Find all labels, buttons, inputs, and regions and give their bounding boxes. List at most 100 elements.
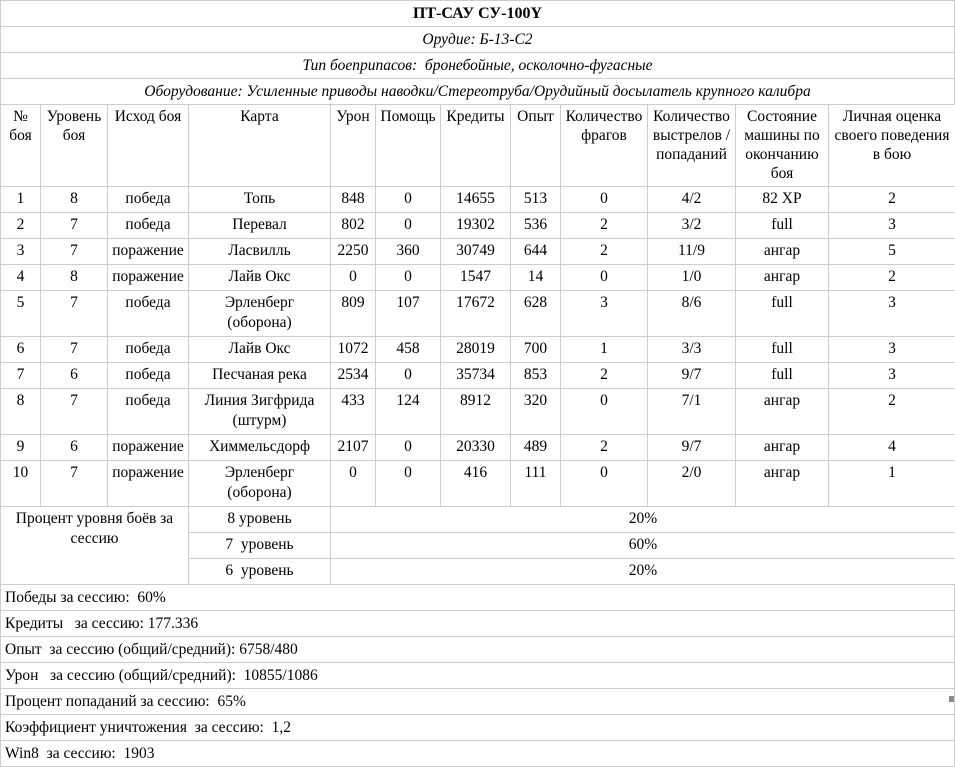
table-cell: 82 ХР [736,187,829,213]
table-cell: 0 [376,265,441,291]
table-cell: поражение [108,265,189,291]
table-cell: Лайв Окс [189,337,331,363]
col-header-credits: Кредиты [441,105,511,187]
table-cell: 3/2 [648,213,736,239]
summary-win8: Win8 за сессию: 1903 [0,740,955,767]
table-cell: 7 [41,389,108,435]
level-8-percent: 20% [331,507,955,533]
table-cell: 35734 [441,363,511,389]
table-cell: 6 [41,435,108,461]
table-cell: full [736,337,829,363]
gun-line: Орудие: Б-13-С2 [0,26,955,53]
table-cell: 458 [376,337,441,363]
table-cell: 5 [1,291,41,337]
table-cell: Химмельсдорф [189,435,331,461]
table-cell: 3 [829,291,955,337]
table-cell: 7 [1,363,41,389]
table-cell: 2 [561,239,648,265]
table-cell: 3 [829,363,955,389]
table-cell: 2534 [331,363,376,389]
table-cell: 14655 [441,187,511,213]
table-cell: 9/7 [648,363,736,389]
table-cell: 1 [1,187,41,213]
table-cell: 853 [511,363,561,389]
table-cell: 8/6 [648,291,736,337]
table-cell: 513 [511,187,561,213]
table-cell: 19302 [441,213,511,239]
table-cell: 0 [331,265,376,291]
table-cell: 3 [561,291,648,337]
col-header-frags: Количество фрагов [561,105,648,187]
table-cell: 4/2 [648,187,736,213]
table-cell: 7 [41,213,108,239]
col-header-assist: Помощь [376,105,441,187]
table-cell: 700 [511,337,561,363]
col-header-battle-outcome: Исход боя [108,105,189,187]
scroll-marker [949,696,954,702]
table-cell: 416 [441,461,511,507]
table-cell: 8 [41,265,108,291]
table-cell: 433 [331,389,376,435]
table-cell: Песчаная река [189,363,331,389]
battles-table: № боя Уровень боя Исход боя Карта Урон П… [0,104,955,507]
table-cell: 2 [1,213,41,239]
table-cell: 644 [511,239,561,265]
table-cell: Линия Зигфрида (штурм) [189,389,331,435]
table-cell: 809 [331,291,376,337]
table-cell: ангар [736,461,829,507]
table-cell: Ласвилль [189,239,331,265]
table-cell: 2 [561,363,648,389]
table-cell: 7 [41,239,108,265]
table-cell: 30749 [441,239,511,265]
table-cell: 107 [376,291,441,337]
table-cell: 2107 [331,435,376,461]
table-cell: победа [108,389,189,435]
table-cell: Лайв Окс [189,265,331,291]
col-header-vehicle-state: Состояние машины по окончанию боя [736,105,829,187]
col-header-self-rating: Личная оценка своего поведения в бою [829,105,955,187]
table-cell: поражение [108,461,189,507]
table-cell: ангар [736,265,829,291]
table-cell: поражение [108,239,189,265]
table-cell: full [736,213,829,239]
table-cell: 3 [1,239,41,265]
table-cell: Эрленберг (оборона) [189,461,331,507]
table-cell: победа [108,363,189,389]
table-cell: 628 [511,291,561,337]
table-cell: 1072 [331,337,376,363]
table-cell: 20330 [441,435,511,461]
table-cell: 2 [561,435,648,461]
table-cell: ангар [736,389,829,435]
table-cell: 0 [561,461,648,507]
table-cell: 6 [41,363,108,389]
table-cell: 9 [1,435,41,461]
table-cell: 10 [1,461,41,507]
header-row: № боя Уровень боя Исход боя Карта Урон П… [1,105,955,187]
summary-damage: Урон за сессию (общий/средний): 10855/10… [0,662,955,689]
table-cell: full [736,363,829,389]
table-cell: full [736,291,829,337]
table-cell: победа [108,337,189,363]
table-cell: 489 [511,435,561,461]
table-cell: 124 [376,389,441,435]
table-cell: 0 [376,435,441,461]
summary-hit-percent: Процент попаданий за сессию: 65% [0,688,955,715]
level-7-cell: 7 уровень [189,533,331,559]
col-header-battle-number: № боя [1,105,41,187]
table-cell: поражение [108,435,189,461]
table-cell: победа [108,291,189,337]
col-header-battle-tier: Уровень боя [41,105,108,187]
table-cell: 2 [829,265,955,291]
table-cell: 2 [829,389,955,435]
table-cell: 4 [1,265,41,291]
table-cell: ангар [736,435,829,461]
summary-credits: Кредиты за сессию: 177.336 [0,610,955,637]
table-cell: 2 [561,213,648,239]
